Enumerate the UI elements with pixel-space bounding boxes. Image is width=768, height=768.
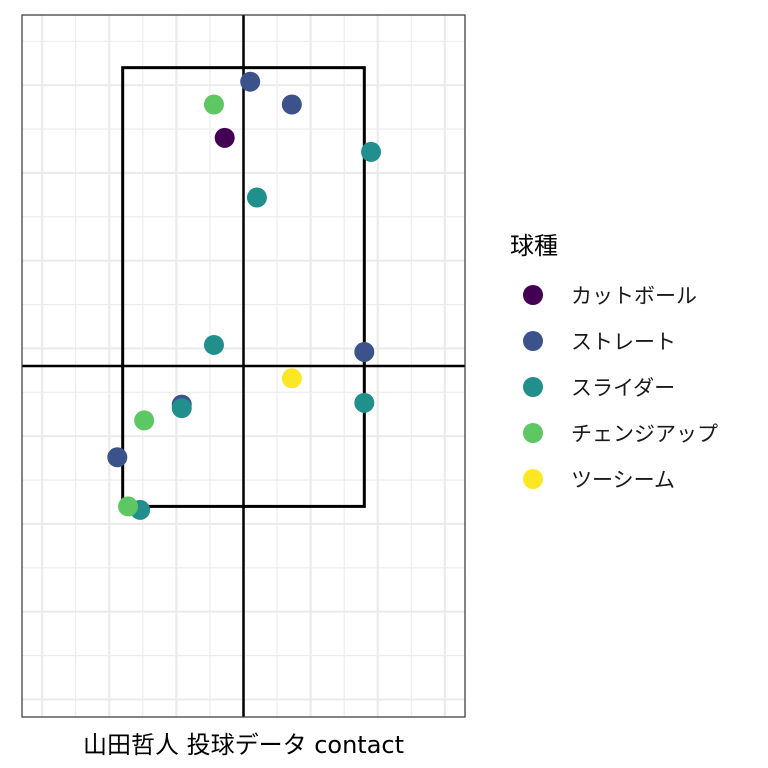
legend-label: カットボール — [571, 284, 697, 308]
data-point — [240, 71, 261, 92]
panel-border — [21, 14, 466, 718]
data-point — [203, 94, 224, 115]
data-point — [354, 341, 375, 362]
legend-key — [523, 331, 543, 351]
x-axis-label: 山田哲人 投球データ contact — [83, 731, 404, 759]
data-point — [361, 141, 382, 162]
legend-label: チェンジアップ — [571, 422, 718, 446]
legend-key — [523, 423, 543, 443]
center-lines — [22, 15, 465, 717]
data-points — [107, 71, 382, 520]
strike-zone — [121, 66, 366, 508]
legend-key — [523, 377, 543, 397]
legend-label: ストレート — [571, 330, 676, 354]
legend-key — [523, 469, 543, 489]
data-point — [203, 334, 224, 355]
data-point — [107, 447, 128, 468]
data-point — [214, 127, 235, 148]
legend-label: スライダー — [571, 376, 675, 400]
data-point — [134, 410, 155, 431]
legend-label: ツーシーム — [571, 468, 675, 492]
data-point — [281, 368, 302, 389]
legend-key — [523, 285, 543, 305]
data-point — [246, 187, 267, 208]
data-point — [118, 496, 139, 517]
data-point — [171, 398, 192, 419]
data-point — [281, 94, 302, 115]
legend-title: 球種 — [510, 232, 558, 260]
strike-zone-rect — [121, 66, 366, 508]
data-point — [354, 392, 375, 413]
